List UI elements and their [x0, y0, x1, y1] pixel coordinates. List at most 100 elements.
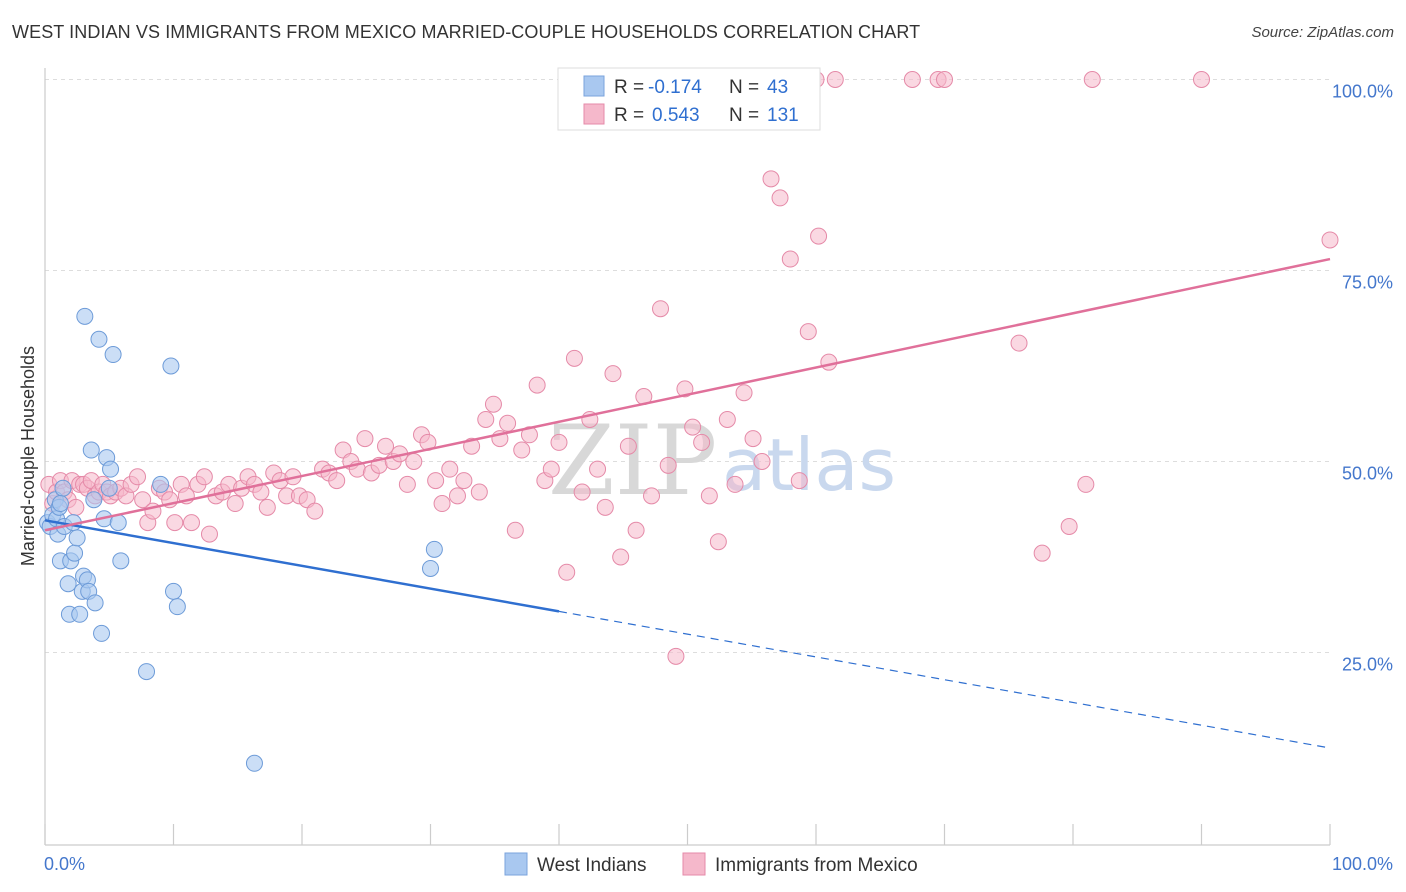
west-indian-point	[86, 594, 104, 612]
west-indian-point	[104, 346, 122, 364]
west-indian-trend-line	[44, 519, 560, 613]
y-tick-labels: 25.0% 50.0% 75.0% 100.0%	[1332, 82, 1393, 675]
y-tick-label: 75.0%	[1342, 273, 1393, 293]
west-indian-point	[66, 544, 84, 562]
mexico-point	[643, 487, 661, 505]
west-indian-point	[138, 663, 156, 681]
mexico-point	[604, 365, 622, 383]
mexico-point	[744, 430, 762, 448]
mexico-point	[433, 495, 451, 513]
y-axis-label: Married-couple Households	[18, 346, 38, 566]
legend-swatch-mexico	[583, 103, 605, 125]
mexico-point	[799, 323, 817, 341]
mexico-point	[1010, 334, 1028, 352]
mexico-point	[182, 514, 200, 532]
west-indian-point	[425, 540, 443, 558]
legend-n-label: N =	[729, 105, 759, 126]
west-indian-point	[93, 624, 111, 642]
mexico-point	[448, 487, 466, 505]
west-indian-point	[112, 552, 130, 570]
x-tick-marks	[44, 824, 1331, 845]
mexico-point	[1321, 231, 1339, 249]
mexico-point	[550, 433, 568, 451]
mexico-point	[67, 498, 85, 516]
mexico-point	[627, 521, 645, 539]
mexico-point	[659, 456, 677, 474]
mexico-point	[709, 533, 727, 551]
mexico-point	[826, 71, 844, 88]
mexico-point	[441, 460, 459, 478]
mexico-point	[558, 563, 576, 581]
mexico-point	[619, 437, 637, 455]
y-tick-label: 100.0%	[1332, 82, 1393, 102]
legend-r-label: R =	[614, 77, 644, 98]
chart-title: WEST INDIAN VS IMMIGRANTS FROM MEXICO MA…	[12, 22, 921, 42]
mexico-point	[762, 170, 780, 188]
bottom-legend-mexico: Immigrants from Mexico	[715, 855, 918, 876]
mexico-point	[134, 491, 152, 509]
y-tick-label: 50.0%	[1342, 464, 1393, 484]
trend-lines	[44, 257, 1331, 749]
mexico-point	[700, 487, 718, 505]
bottom-legend-west-indians: West Indians	[537, 855, 646, 876]
mexico-point	[667, 647, 685, 665]
west-indian-points	[39, 307, 443, 772]
grid-lines	[45, 79, 1330, 653]
mexico-point	[542, 460, 560, 478]
west-indian-point	[51, 495, 69, 513]
west-indian-point	[245, 754, 263, 772]
mexico-point	[328, 472, 346, 490]
mexico-point	[781, 250, 799, 268]
mexico-point	[477, 410, 495, 428]
mexico-point	[226, 495, 244, 513]
west-indian-point	[54, 479, 72, 497]
mexico-point	[306, 502, 324, 520]
mexico-point	[166, 514, 184, 532]
mexico-point	[470, 483, 488, 501]
mexico-point	[377, 437, 395, 455]
mexico-point	[936, 71, 953, 88]
mexico-point	[258, 498, 276, 516]
mexico-point	[810, 227, 828, 245]
mexico-point	[684, 418, 702, 436]
mexico-point	[596, 498, 614, 516]
mexico-point	[790, 472, 808, 490]
mexico-point	[405, 453, 423, 470]
mexico-trend-line	[44, 257, 1331, 532]
mexico-point	[771, 189, 789, 207]
legend-box: R = -0.174 N = 43 R = 0.543 N = 131	[557, 67, 821, 131]
west-indian-point	[168, 598, 186, 616]
mexico-point	[499, 414, 517, 432]
mexico-point	[693, 433, 711, 451]
mexico-point	[612, 548, 630, 566]
mexico-point	[903, 71, 921, 88]
mexico-point	[1083, 71, 1101, 88]
west-indian-point	[102, 460, 120, 478]
mexico-point	[652, 300, 670, 318]
legend-r-value: -0.174	[648, 77, 702, 98]
bottom-legend-swatch-mexico	[682, 852, 706, 876]
mexico-point	[1060, 517, 1078, 535]
legend-n-label: N =	[729, 77, 759, 98]
legend-r-value: 0.543	[652, 105, 700, 126]
x-tick-label-min: 0.0%	[44, 854, 85, 874]
mexico-point	[455, 472, 473, 490]
legend-r-label: R =	[614, 105, 644, 126]
mexico-point	[1193, 71, 1210, 88]
mexico-point	[726, 475, 744, 493]
mexico-point	[1077, 475, 1095, 493]
mexico-point	[589, 460, 607, 478]
west-indian-point	[82, 441, 100, 459]
west-indian-point	[85, 491, 103, 509]
mexico-point	[506, 521, 524, 539]
west-indian-point	[165, 582, 182, 600]
mexico-point	[356, 430, 374, 448]
legend-swatch-west-indians	[583, 75, 605, 97]
west-indian-point	[422, 559, 439, 577]
west-indian-trend-extension	[558, 610, 1331, 749]
west-indian-point	[90, 330, 108, 348]
mexico-point	[427, 472, 445, 490]
mexico-point	[528, 376, 546, 394]
mexico-point	[1033, 544, 1051, 562]
